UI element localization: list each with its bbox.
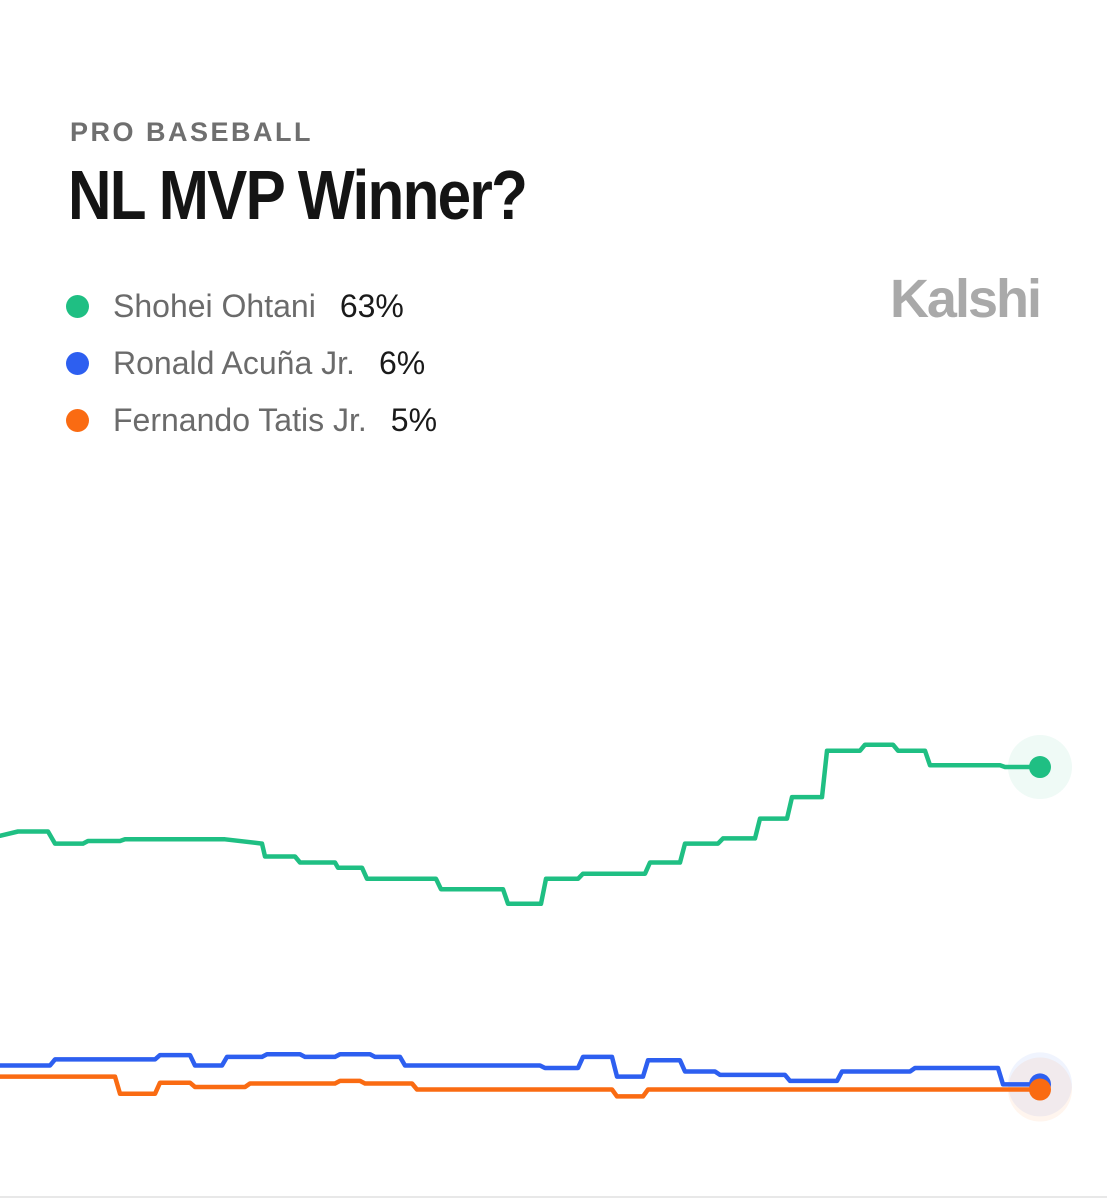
legend-value-ohtani: 63% bbox=[339, 288, 404, 324]
category-label: PRO BASEBALL bbox=[70, 117, 314, 147]
series-line-acuna bbox=[0, 1052, 1043, 1087]
legend-dot-ohtani bbox=[66, 295, 89, 318]
series-end-point-tatis bbox=[1029, 1078, 1051, 1101]
chart-baseline bbox=[0, 1196, 1107, 1198]
legend: Shohei Ohtani 63% Ronald Acuña Jr. 6% Fe… bbox=[66, 278, 437, 449]
legend-value-acuna: 6% bbox=[378, 345, 426, 381]
page-title: NL MVP Winner? bbox=[68, 156, 528, 234]
legend-name-acuna: Ronald Acuña Jr. bbox=[113, 345, 355, 381]
series-line-ohtani bbox=[0, 742, 1043, 907]
legend-item-tatis: Fernando Tatis Jr. 5% bbox=[66, 392, 437, 449]
legend-item-acuna: Ronald Acuña Jr. 6% bbox=[66, 335, 437, 392]
legend-name-ohtani: Shohei Ohtani bbox=[113, 288, 316, 324]
series-end-point-ohtani bbox=[1029, 756, 1051, 779]
legend-dot-tatis bbox=[66, 409, 89, 432]
legend-value-tatis: 5% bbox=[390, 402, 438, 438]
legend-name-tatis: Fernando Tatis Jr. bbox=[113, 402, 367, 438]
kalshi-logo: Kalshi bbox=[889, 269, 1042, 329]
series-line-tatis bbox=[0, 1074, 1043, 1099]
legend-item-ohtani: Shohei Ohtani 63% bbox=[66, 278, 437, 335]
legend-dot-acuna bbox=[66, 352, 89, 375]
